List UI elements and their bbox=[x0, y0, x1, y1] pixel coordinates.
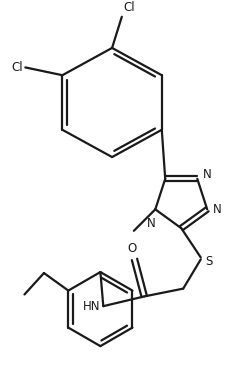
Text: S: S bbox=[205, 255, 212, 268]
Text: O: O bbox=[126, 242, 136, 254]
Text: N: N bbox=[146, 217, 155, 230]
Text: HN: HN bbox=[82, 300, 100, 313]
Text: Cl: Cl bbox=[12, 61, 23, 74]
Text: N: N bbox=[202, 168, 211, 181]
Text: N: N bbox=[212, 203, 221, 216]
Text: Cl: Cl bbox=[123, 1, 135, 14]
